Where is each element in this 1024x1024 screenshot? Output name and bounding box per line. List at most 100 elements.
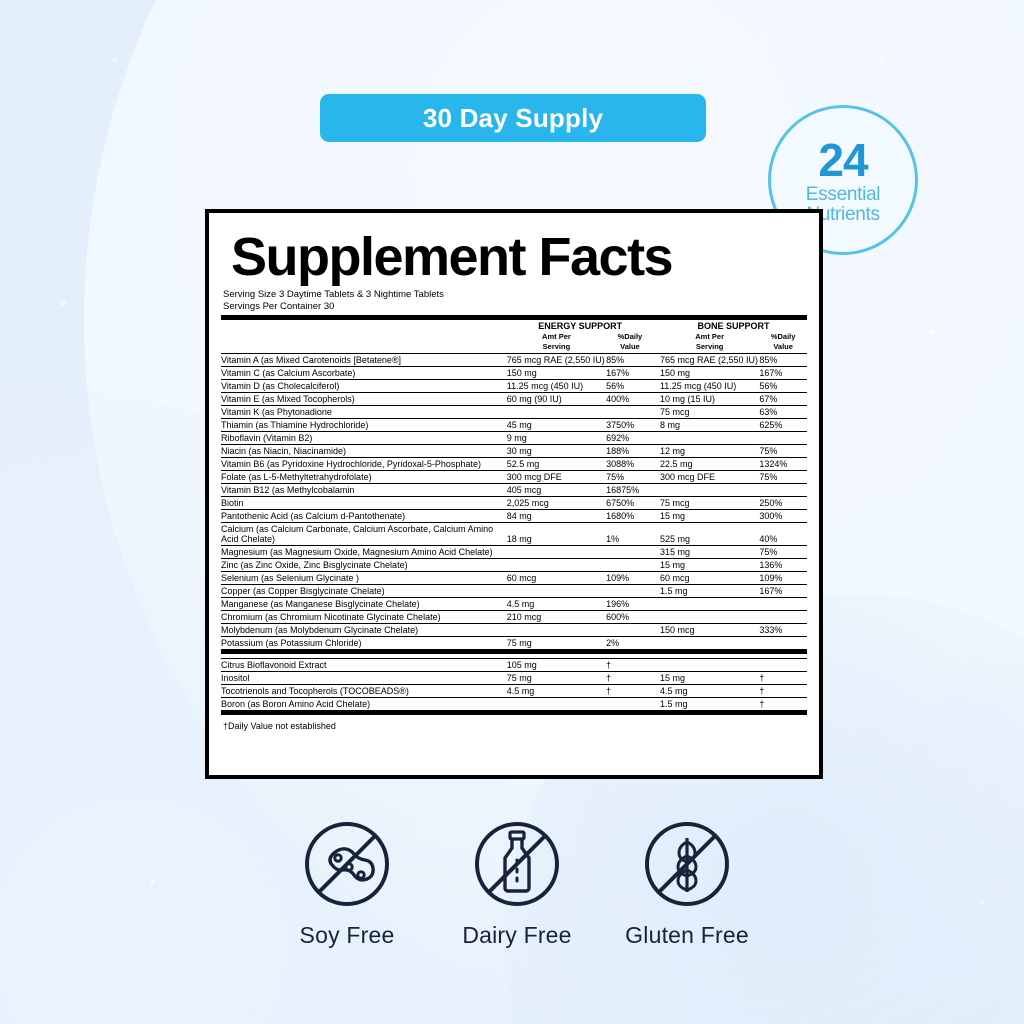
table-row: Copper (as Copper Bisglycinate Chelate) 1… <box>221 584 807 598</box>
energy-amount: 9 mg <box>506 431 607 445</box>
bone-daily-value: 75% <box>759 444 807 458</box>
table-bottom-group <box>221 710 807 717</box>
table-row: Thiamin (as Thiamine Hydrochloride) 45 mg… <box>221 418 807 432</box>
bone-amount: 150 mg <box>659 366 760 380</box>
column-gap <box>653 636 660 652</box>
bone-amount: 60 mcg <box>659 571 760 585</box>
supply-duration-badge: 30 Day Supply <box>320 94 706 142</box>
energy-daily-value: † <box>606 670 654 685</box>
column-gap <box>653 545 660 559</box>
energy-daily-value: 188% <box>606 444 654 458</box>
background-speck <box>150 880 155 885</box>
bone-amount: 15 mg <box>659 670 760 685</box>
table-row: Vitamin D (as Cholecalciferol) 11.25 mcg … <box>221 379 807 393</box>
table-row: Vitamin C (as Calcium Ascorbate) 150 mg 16… <box>221 366 807 380</box>
nutrient-name: Thiamin (as Thiamine Hydrochloride) <box>221 418 507 432</box>
nutrient-name: Vitamin B12 (as Methylcobalamin <box>221 483 507 497</box>
column-gap <box>653 418 660 432</box>
energy-daily-value: 75% <box>606 470 654 484</box>
bone-daily-value: 300% <box>759 509 807 523</box>
energy-daily-value: 600% <box>606 610 654 624</box>
bone-daily-value: 250% <box>759 496 807 510</box>
energy-amount: 4.5 mg <box>506 683 607 698</box>
bone-daily-value <box>759 610 807 624</box>
background-speck <box>980 900 984 904</box>
free-from-label-dairy: Dairy Free <box>462 922 572 948</box>
energy-amount: 4.5 mg <box>506 597 607 611</box>
column-gap <box>653 392 660 406</box>
energy-daily-value: 2% <box>606 636 654 652</box>
section-divider-rule <box>221 649 807 656</box>
energy-amount: 75 mg <box>506 670 607 685</box>
column-gap <box>653 353 660 367</box>
energy-amount: 2,025 mcg <box>506 496 607 510</box>
bone-daily-value <box>759 636 807 652</box>
column-gap <box>653 366 660 380</box>
table-row: Potassium (as Potassium Chloride) 75 mg 2% <box>221 636 807 652</box>
energy-daily-value: 400% <box>606 392 654 406</box>
table-row: Tocotrienols and Tocopherols (TOCOBEADS®… <box>221 683 807 698</box>
header-dv-line2: Value <box>773 342 793 352</box>
bone-daily-value: 67% <box>759 392 807 406</box>
background-speck <box>205 150 209 154</box>
energy-daily-value <box>606 545 654 559</box>
bone-amount: 1.5 mg <box>659 696 760 713</box>
bone-daily-value: 85% <box>759 353 807 367</box>
bone-amount: 15 mg <box>659 509 760 523</box>
table-row: Chromium (as Chromium Nicotinate Glycina… <box>221 610 807 624</box>
energy-daily-value: † <box>606 683 654 698</box>
table-row: Inositol 75 mg † 15 mg † <box>221 670 807 685</box>
nutrient-count-value: 24 <box>818 133 868 186</box>
nutrient-name: Niacin (as Niacin, Niacinamide) <box>221 444 507 458</box>
nutrient-name: Pantothenic Acid (as Calcium d-Pantothen… <box>221 509 507 523</box>
free-from-label-gluten: Gluten Free <box>625 922 749 948</box>
table-row: Niacin (as Niacin, Niacinamide) 30 mg 188%… <box>221 444 807 458</box>
column-gap <box>653 610 660 624</box>
bone-daily-value: 109% <box>759 571 807 585</box>
supply-duration-label: 30 Day Supply <box>422 102 604 133</box>
table-row: Folate (as L-5-Methyltetrahydrofolate) 30… <box>221 470 807 484</box>
table-bottom-rule <box>221 710 807 717</box>
bone-daily-value: 75% <box>759 545 807 559</box>
energy-daily-value: 1680% <box>606 509 654 523</box>
bone-daily-value: 333% <box>759 623 807 637</box>
nutrient-name: Tocotrienols and Tocopherols (TOCOBEADS®… <box>221 683 507 698</box>
background-speck <box>60 300 66 306</box>
column-gap <box>653 696 660 713</box>
energy-amount <box>506 584 607 598</box>
bone-daily-value: † <box>759 696 807 713</box>
energy-daily-value: 196% <box>606 597 654 611</box>
column-gap <box>653 522 660 546</box>
header-amt-line1: Amt Per <box>695 332 724 342</box>
column-gap <box>653 558 660 572</box>
energy-daily-value: 692% <box>606 431 654 445</box>
background-speck <box>112 58 117 63</box>
bone-amount: 22.5 mg <box>659 457 760 471</box>
energy-amount: 105 mg <box>506 657 607 672</box>
section-divider-group <box>221 649 807 659</box>
energy-amount <box>506 623 607 637</box>
column-gap <box>653 657 660 672</box>
bone-amount: 150 mcg <box>659 623 760 637</box>
table-row: Boron (as Boron Amino Acid Chelate) 1.5 m… <box>221 696 807 713</box>
column-gap <box>653 597 660 611</box>
bone-amount <box>659 431 760 445</box>
bone-amount: 1.5 mg <box>659 584 760 598</box>
bone-daily-value: † <box>759 683 807 698</box>
table-row: Vitamin B6 (as Pyridoxine Hydrochloride,… <box>221 457 807 471</box>
energy-daily-value: 167% <box>606 366 654 380</box>
column-gap <box>653 623 660 637</box>
bone-amount: 525 mg <box>659 522 760 546</box>
free-from-badges: Soy Free Dairy Free G <box>272 818 762 968</box>
servings-per-container-line: Servings Per Container 30 <box>223 300 335 312</box>
column-gap <box>653 379 660 393</box>
energy-amount: 405 mcg <box>506 483 607 497</box>
energy-daily-value: 1% <box>606 522 654 546</box>
energy-amount: 18 mg <box>506 522 607 546</box>
nutrient-rows-secondary: Citrus Bioflavonoid Extract 105 mg † Inosit… <box>221 657 807 713</box>
energy-amount: 84 mg <box>506 509 607 523</box>
bone-amount: 15 mg <box>659 558 760 572</box>
nutrient-name: Vitamin B6 (as Pyridoxine Hydrochloride,… <box>221 457 507 471</box>
bone-amount <box>659 597 760 611</box>
nutrient-name: Selenium (as Selenium Glycinate ) <box>221 571 507 585</box>
